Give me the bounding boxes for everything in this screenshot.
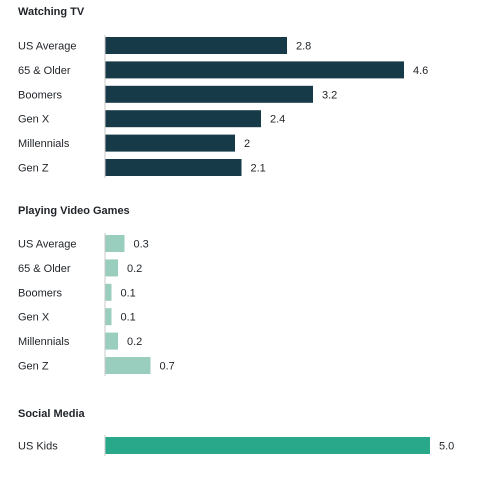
data-label: 2.1: [251, 163, 266, 175]
chart-panel-2: Social Media US Kids 5.0: [18, 408, 454, 456]
bar: [105, 37, 287, 54]
category-label: Gen Z: [18, 163, 49, 175]
data-label: 0.2: [127, 263, 142, 275]
category-label: Gen X: [18, 312, 50, 324]
data-label: 4.6: [413, 65, 428, 77]
bar: [105, 110, 261, 128]
category-label: Millennials: [18, 138, 70, 150]
data-label: 3.2: [322, 89, 337, 101]
category-label: Gen Z: [18, 361, 49, 373]
bar: [105, 134, 235, 152]
bar: [105, 332, 118, 350]
chart-panel-1: Playing Video Games US Average 0.3 65 & Old…: [18, 205, 175, 376]
category-label: US Average: [18, 239, 77, 251]
data-label: 5.0: [439, 441, 454, 453]
data-label: 2.8: [296, 41, 311, 53]
data-label: 0.1: [121, 287, 136, 299]
category-label: Boomers: [18, 89, 63, 101]
data-label: 0.7: [160, 361, 175, 373]
data-label: 0.3: [134, 239, 149, 251]
bar: [105, 357, 151, 374]
chart-panel-0: Watching TV US Average 2.8 65 & Older 4.6 Boo…: [18, 6, 428, 178]
category-label: Millennials: [18, 336, 70, 348]
panel-title: Watching TV: [18, 6, 85, 18]
panel-title: Social Media: [18, 408, 86, 420]
bar: [105, 85, 313, 103]
data-label: 0.2: [127, 336, 142, 348]
bar: [105, 61, 404, 79]
data-label: 2.4: [270, 114, 285, 126]
category-label: Gen X: [18, 114, 50, 126]
bar: [105, 259, 118, 277]
category-label: US Kids: [18, 441, 58, 453]
bar: [105, 159, 242, 176]
bar: [105, 283, 112, 301]
bar: [105, 235, 125, 252]
data-label: 0.1: [121, 312, 136, 324]
data-label: 2: [244, 138, 250, 150]
category-label: US Average: [18, 41, 77, 53]
category-label: 65 & Older: [18, 263, 71, 275]
bar: [105, 437, 430, 454]
category-label: 65 & Older: [18, 65, 71, 77]
category-label: Boomers: [18, 287, 63, 299]
panel-title: Playing Video Games: [18, 205, 130, 217]
bar: [105, 308, 112, 326]
